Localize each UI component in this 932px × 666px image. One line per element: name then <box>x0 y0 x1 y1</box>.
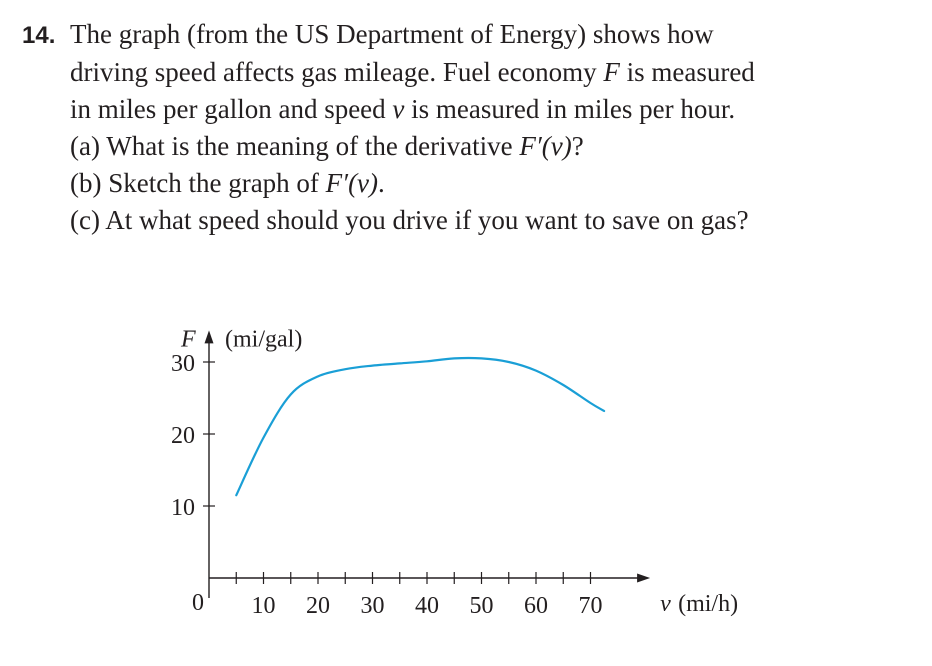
y-axis-var: F <box>180 326 196 352</box>
x-tick-label: 30 <box>361 593 385 619</box>
y-axis-arrow-icon <box>204 330 214 344</box>
problem-text-2a: driving speed affects gas mileage. Fuel … <box>70 57 604 87</box>
y-tick-label: 10 <box>171 495 195 521</box>
origin-label: 0 <box>192 590 204 616</box>
problem-text-2b: is measured <box>619 57 755 87</box>
part-a: (a) What is the meaning of the derivativ… <box>22 128 902 165</box>
x-axis-unit: (mi/h) <box>678 591 738 617</box>
problem-number: 14. <box>22 22 56 49</box>
part-c-text: (c) At what speed should you drive if yo… <box>70 205 749 235</box>
x-axis-var: v <box>660 591 671 617</box>
problem-text-3a: in miles per gallon and speed <box>70 94 393 124</box>
x-tick-label: 40 <box>415 593 439 619</box>
x-tick-label: 70 <box>579 593 603 619</box>
x-tick-label: 20 <box>306 593 330 619</box>
x-tick-label: 10 <box>252 593 276 619</box>
x-tick-label: 50 <box>470 593 494 619</box>
y-tick-label: 30 <box>171 351 195 377</box>
problem-line-1: 14. The graph (from the US Department of … <box>22 16 902 54</box>
part-b-post: . <box>378 168 385 198</box>
problem-text-1: The graph (from the US Department of Ene… <box>70 19 714 49</box>
part-a-post: ? <box>571 131 584 161</box>
problem-line-3: in miles per gallon and speed v is measu… <box>22 91 902 128</box>
fuel-economy-curve <box>235 356 606 497</box>
part-a-expr: F′(v) <box>519 131 572 161</box>
var-f: F <box>603 57 620 87</box>
part-a-text: (a) What is the meaning of the derivativ… <box>70 131 520 161</box>
var-v: v <box>392 94 405 124</box>
problem-line-2: driving speed affects gas mileage. Fuel … <box>22 54 902 91</box>
x-axis-label: v <box>660 591 671 617</box>
part-b-text: (b) Sketch the graph of <box>70 168 326 198</box>
part-b-expr: F′(v) <box>325 168 379 198</box>
problem-text-3b: is measured in miles per hour. <box>404 94 736 124</box>
y-axis-label: F <box>180 326 196 352</box>
part-b: (b) Sketch the graph of F′(v). <box>22 165 902 202</box>
problem-14: 14. The graph (from the US Department of … <box>22 16 902 239</box>
x-tick-label: 60 <box>524 593 548 619</box>
y-tick-label: 20 <box>171 423 195 449</box>
y-axis-unit: (mi/gal) <box>225 326 302 352</box>
part-c: (c) At what speed should you drive if yo… <box>22 202 902 239</box>
x-axis-arrow-icon <box>637 573 651 583</box>
